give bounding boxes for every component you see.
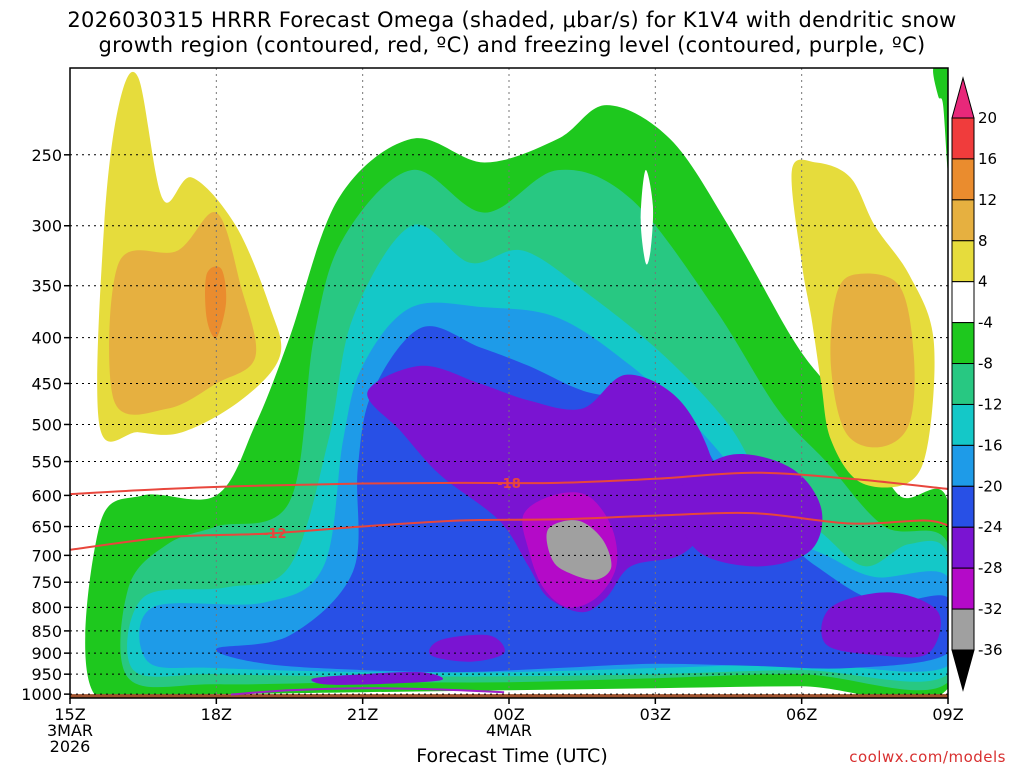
omega-region-8 — [109, 211, 257, 415]
colorbar-label: -24 — [978, 518, 1003, 536]
y-tick-label: 500 — [31, 415, 62, 434]
colorbar-band — [951, 363, 975, 405]
colorbar-band — [951, 567, 975, 610]
colorbar-label: 12 — [978, 191, 997, 209]
colorbar-band — [951, 158, 975, 201]
omega-region--28 — [367, 365, 715, 613]
y-tick-label: 400 — [31, 329, 62, 348]
x-axis-label: Forecast Time (UTC) — [416, 745, 608, 767]
colorbar-label: -32 — [978, 600, 1003, 618]
y-tick-label: 300 — [31, 217, 62, 236]
x-tick-label: 06Z — [786, 705, 817, 724]
x-tick-label: 00Z — [493, 705, 524, 724]
colorbar: 20 16 12 8 4 -4 -8 -12 -16 -20 -24 -28 -32 -36 — [951, 76, 1003, 692]
omega-region--36 — [546, 520, 612, 580]
colorbar-label: -16 — [978, 436, 1003, 454]
colorbar-label: 8 — [978, 232, 988, 250]
colorbar-label: 16 — [978, 150, 997, 168]
omega-shading-layer — [85, 68, 948, 698]
colorbar-band — [951, 240, 975, 283]
y-tick-label: 850 — [31, 622, 62, 641]
colorbar-label: 4 — [978, 273, 988, 291]
grid-lines — [70, 68, 948, 698]
colorbar-label: -4 — [978, 314, 993, 332]
x-tick-label: 3MAR — [47, 721, 93, 740]
y-tick-label: 650 — [31, 518, 62, 537]
y-tick-label: 450 — [31, 374, 62, 393]
colorbar-band — [951, 322, 975, 365]
omega-region-8 — [830, 273, 915, 448]
omega-region--28 — [677, 453, 823, 567]
colorbar-label: -28 — [978, 559, 1003, 577]
y-tick-label: 900 — [31, 644, 62, 663]
omega-region--28 — [429, 634, 505, 662]
omega-region--8 — [933, 68, 948, 171]
chart-title-line-1: 2026030315 HRRR Forecast Omega (shaded, … — [67, 8, 957, 32]
colorbar-band — [951, 403, 975, 446]
omega-region-4 — [640, 169, 654, 265]
omega-region-12 — [205, 266, 227, 339]
y-tick-label: 750 — [31, 573, 62, 592]
colorbar-band — [951, 117, 975, 160]
x-tick-label: 4MAR — [486, 721, 532, 740]
watermark-text: coolwx.com/models — [849, 748, 1006, 766]
y-tick-label: 950 — [31, 665, 62, 684]
x-tick-label: 09Z — [932, 705, 963, 724]
colorbar-label: -8 — [978, 355, 993, 373]
contour-layer: -18 -12 — [70, 471, 948, 696]
dgz-contour-label: -12 — [263, 527, 287, 542]
dgz-contour-label: -18 — [497, 477, 521, 492]
omega-region--28 — [821, 592, 941, 658]
freezing-level-contour — [230, 687, 505, 696]
y-tick-label: 600 — [31, 486, 62, 505]
colorbar-band — [951, 281, 975, 324]
x-tick-label: 15Z — [54, 705, 85, 724]
colorbar-band — [951, 444, 975, 487]
dgz-contour--18 — [70, 471, 948, 496]
y-axis: 250 300 350 400 450 500 550 600 650 700 750 800 850 9… — [21, 146, 70, 704]
x-tick-label: 2026 — [50, 737, 91, 756]
dgz-contour--12 — [70, 511, 948, 551]
chart-title-line-2: growth region (contoured, red, ºC) and f… — [98, 33, 926, 57]
chart-title: 2026030315 HRRR Forecast Omega (shaded, … — [0, 8, 1024, 58]
colorbar-label: -20 — [978, 477, 1003, 495]
y-tick-label: 550 — [31, 453, 62, 472]
colorbar-label: -12 — [978, 395, 1003, 413]
y-tick-label: 700 — [31, 546, 62, 565]
y-tick-label: 1000 — [21, 685, 62, 704]
x-tick-label: 18Z — [201, 705, 232, 724]
y-tick-label: 800 — [31, 598, 62, 617]
ground-layer — [70, 694, 948, 698]
ground-fill — [70, 694, 948, 698]
colorbar-band — [951, 608, 975, 651]
colorbar-bottom-arrow — [951, 649, 975, 692]
y-tick-label: 250 — [31, 146, 62, 165]
x-tick-label: 21Z — [347, 705, 378, 724]
colorbar-band — [951, 526, 975, 569]
colorbar-label: 20 — [978, 109, 997, 127]
y-tick-label: 350 — [31, 277, 62, 296]
x-tick-label: 03Z — [640, 705, 671, 724]
colorbar-top-arrow — [951, 76, 975, 119]
omega-region--28 — [311, 671, 444, 685]
colorbar-band — [951, 485, 975, 528]
colorbar-band — [951, 199, 975, 242]
colorbar-label: -36 — [978, 641, 1003, 659]
